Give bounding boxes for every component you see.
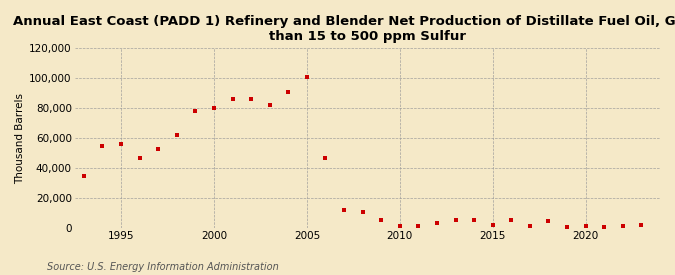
Title: Annual East Coast (PADD 1) Refinery and Blender Net Production of Distillate Fue: Annual East Coast (PADD 1) Refinery and …	[13, 15, 675, 43]
Y-axis label: Thousand Barrels: Thousand Barrels	[15, 93, 25, 184]
Text: Source: U.S. Energy Information Administration: Source: U.S. Energy Information Administ…	[47, 262, 279, 272]
